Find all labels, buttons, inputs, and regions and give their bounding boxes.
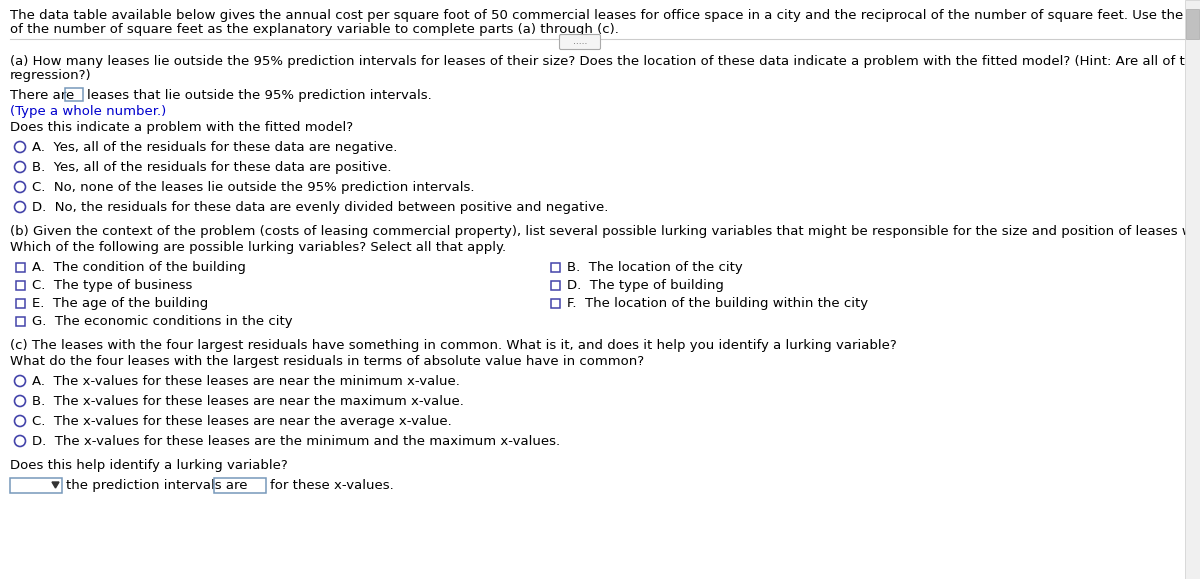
Bar — [10, 478, 62, 493]
Text: (b) Given the context of the problem (costs of leasing commercial property), lis: (b) Given the context of the problem (co… — [10, 225, 1200, 238]
Text: The data table available below gives the annual cost per square foot of 50 comme: The data table available below gives the… — [10, 9, 1200, 22]
Text: B.  The location of the city: B. The location of the city — [568, 261, 743, 274]
Text: (c) The leases with the four largest residuals have something in common. What is: (c) The leases with the four largest res… — [10, 339, 896, 352]
FancyBboxPatch shape — [559, 35, 600, 49]
Text: Which of the following are possible lurking variables? Select all that apply.: Which of the following are possible lurk… — [10, 241, 506, 254]
Text: (a) How many leases lie outside the 95% prediction intervals for leases of their: (a) How many leases lie outside the 95% … — [10, 55, 1200, 68]
Text: B.  The x-values for these leases are near the maximum x-value.: B. The x-values for these leases are nea… — [32, 395, 464, 408]
Text: for these x-values.: for these x-values. — [270, 479, 394, 492]
Bar — [551, 262, 559, 272]
Text: A.  The x-values for these leases are near the minimum x-value.: A. The x-values for these leases are nea… — [32, 375, 460, 388]
Text: E.  The age of the building: E. The age of the building — [32, 297, 209, 310]
Text: What do the four leases with the largest residuals in terms of absolute value ha: What do the four leases with the largest… — [10, 355, 644, 368]
Polygon shape — [52, 482, 59, 488]
Bar — [16, 262, 24, 272]
Text: (Type a whole number.): (Type a whole number.) — [10, 105, 167, 118]
Bar — [1186, 0, 1200, 579]
Text: the prediction intervals are: the prediction intervals are — [66, 479, 247, 492]
Bar — [16, 317, 24, 325]
Text: D.  No, the residuals for these data are evenly divided between positive and neg: D. No, the residuals for these data are … — [32, 201, 608, 214]
Bar — [65, 87, 83, 101]
Text: C.  No, none of the leases lie outside the 95% prediction intervals.: C. No, none of the leases lie outside th… — [32, 181, 474, 194]
Text: leases that lie outside the 95% prediction intervals.: leases that lie outside the 95% predicti… — [88, 89, 432, 102]
Text: C.  The x-values for these leases are near the average x-value.: C. The x-values for these leases are nea… — [32, 415, 451, 428]
Bar — [16, 299, 24, 307]
Text: .....: ..... — [572, 38, 587, 46]
Bar — [16, 280, 24, 290]
Text: Does this help identify a lurking variable?: Does this help identify a lurking variab… — [10, 459, 288, 472]
Bar — [551, 280, 559, 290]
Text: Does this indicate a problem with the fitted model?: Does this indicate a problem with the fi… — [10, 121, 353, 134]
Text: D.  The type of building: D. The type of building — [568, 279, 724, 292]
Text: F.  The location of the building within the city: F. The location of the building within t… — [568, 297, 868, 310]
Bar — [1186, 9, 1199, 39]
Bar — [551, 299, 559, 307]
Bar — [214, 478, 266, 493]
Text: There are: There are — [10, 89, 74, 102]
Text: B.  Yes, all of the residuals for these data are positive.: B. Yes, all of the residuals for these d… — [32, 161, 391, 174]
Text: of the number of square feet as the explanatory variable to complete parts (a) t: of the number of square feet as the expl… — [10, 23, 619, 36]
Text: G.  The economic conditions in the city: G. The economic conditions in the city — [32, 315, 293, 328]
Text: A.  Yes, all of the residuals for these data are negative.: A. Yes, all of the residuals for these d… — [32, 141, 397, 154]
Text: A.  The condition of the building: A. The condition of the building — [32, 261, 246, 274]
Text: C.  The type of business: C. The type of business — [32, 279, 192, 292]
Text: regression?): regression?) — [10, 69, 91, 82]
Text: D.  The x-values for these leases are the minimum and the maximum x-values.: D. The x-values for these leases are the… — [32, 435, 560, 448]
